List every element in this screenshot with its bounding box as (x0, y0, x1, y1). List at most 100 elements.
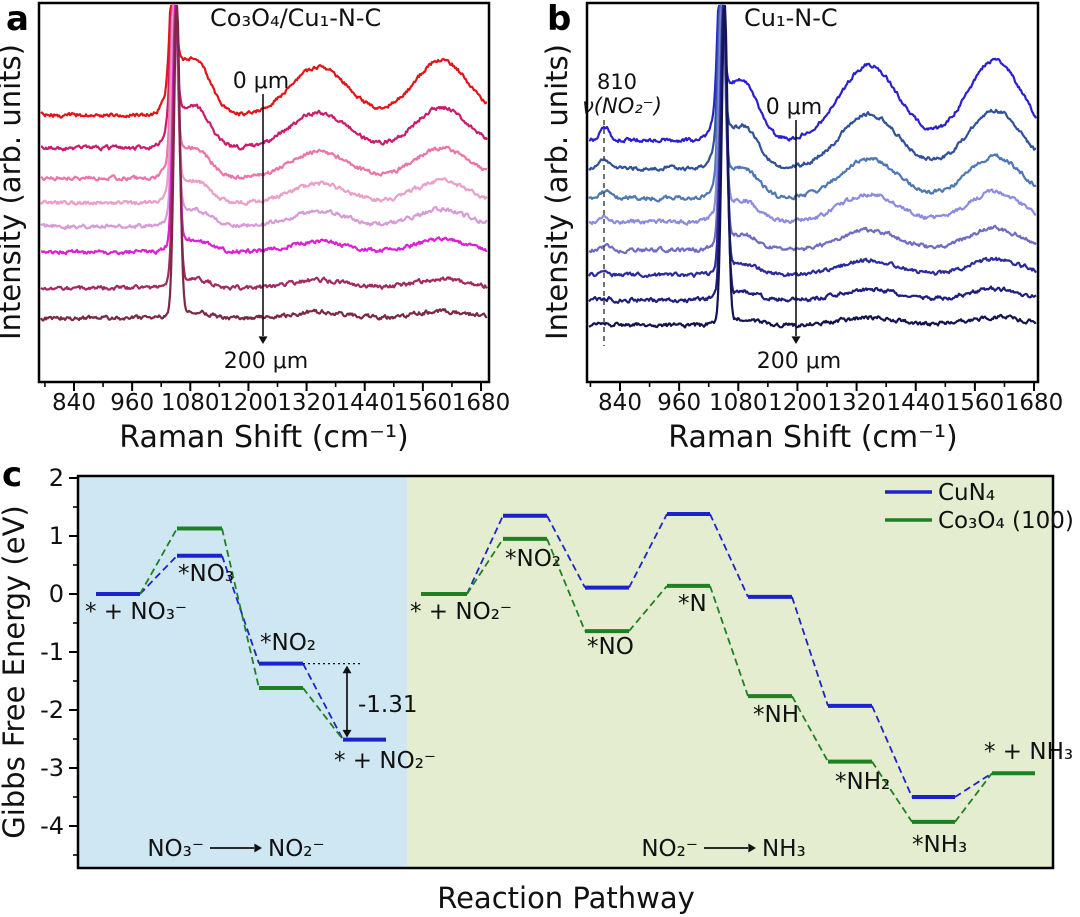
state-label: * + NO₃⁻ (85, 599, 187, 625)
connector-Co₃O₄ (100) (628, 585, 668, 632)
depth-start-label: 0 μm (233, 69, 289, 94)
x-tick-label: 1680 (1005, 390, 1064, 416)
depth-arrowhead (791, 336, 801, 344)
x-axis: 840 960 1080 1200 1320 1440 1560 1680 (44, 382, 511, 416)
x-tick-label: 840 (598, 390, 642, 416)
spectrum-curve-b-4 (588, 4, 1037, 255)
spectra-curves (40, 4, 488, 322)
x-axis-title: Raman Shift (cm⁻¹) (119, 420, 408, 455)
x-tick-label: 1320 (277, 390, 336, 416)
nitrite-peak-position: 810 (597, 70, 637, 94)
spectrum-curve-b-7 (588, 4, 1037, 329)
connector-Co₃O₄ (100) (871, 761, 913, 823)
caption-from: NO₃⁻ (147, 836, 204, 862)
spectrum-curve-a-2 (40, 4, 488, 182)
spectrum-curve-a-4 (40, 4, 488, 231)
state-label: *NH (753, 702, 799, 728)
region-reduction-no3-no2 (78, 476, 407, 868)
spectrum-curve-b-0 (588, 4, 1037, 144)
spectrum-curve-a-6 (40, 4, 488, 291)
y-axis-title: Gibbs Free Energy (eV) (0, 505, 31, 839)
panel-c-label: c (2, 455, 23, 495)
connector-CuN₄ (709, 513, 749, 598)
state-label: *NH₃ (912, 832, 967, 858)
x-tick-label: 1440 (335, 390, 394, 416)
spectrum-curve-a-5 (40, 4, 488, 256)
spectrum-curve-a-0 (40, 4, 488, 119)
x-tick-label: 1320 (827, 390, 886, 416)
panel-a: 840 960 1080 1200 1320 1440 1560 1680 Raman Shif… (0, 1, 511, 455)
plot-frame (76, 474, 1055, 870)
panel-b-label: b (547, 0, 572, 39)
connector-Co₃O₄ (100) (221, 528, 260, 689)
pathway-1: * + NO₂⁻ *NO₂ *NO *N *NH *NH₂ *NH₃ * + NH₃ (410, 512, 1073, 858)
spectrum-curve-b-1 (588, 4, 1037, 172)
legend-label-0: CuN₄ (938, 480, 995, 506)
depth-arrow: 0 μm 200 μm (757, 95, 841, 374)
connector-Co₃O₄ (100) (709, 585, 749, 697)
state-label: *NO₂ (260, 630, 316, 656)
region-caption-1: NO₂⁻ NH₃ (641, 836, 805, 862)
depth-arrowhead (258, 336, 268, 344)
y-tick-label: 2 (49, 464, 64, 492)
panel-c: * + NO₃⁻*NO₃*NO₂* + NO₂⁻* + NO₂⁻*NO₂*NO*… (0, 464, 1074, 915)
y-tick-label: -1 (40, 638, 64, 666)
energy-drop-value: -1.31 (358, 692, 418, 718)
region-caption-0: NO₃⁻ NO₂⁻ (147, 836, 324, 862)
y-tick-label: -3 (40, 754, 64, 782)
x-axis-title: Reaction Pathway (437, 881, 695, 915)
state-label: * + NH₃ (984, 739, 1073, 765)
panel-a-label: a (6, 0, 29, 39)
depth-end-label: 200 μm (757, 349, 841, 374)
panel-b: 840 960 1080 1200 1320 1440 1560 1680 Raman Shif… (540, 1, 1064, 455)
y-axis-title: Intensity (arb. units) (540, 44, 574, 340)
state-label: *NO₂ (505, 546, 561, 572)
pathway-0: * + NO₃⁻ *NO₃ *NO₂ * + NO₂⁻ (85, 526, 436, 774)
connector-CuN₄ (139, 555, 178, 595)
connector-CuN₄ (466, 515, 504, 595)
caption-to: NH₃ (762, 836, 806, 862)
x-axis-title: Raman Shift (cm⁻¹) (668, 420, 957, 455)
panel-title: Co₃O₄/Cu₁-N-C (210, 4, 381, 32)
spectrum-curve-b-3 (588, 4, 1037, 226)
connector-CuN₄ (628, 513, 668, 589)
spectrum-curve-a-3 (40, 4, 488, 206)
x-tick-label: 1560 (394, 390, 453, 416)
state-label: * + NO₂⁻ (410, 599, 512, 625)
double-arrow-top (342, 665, 352, 674)
x-tick-label: 1560 (946, 390, 1005, 416)
y-axis-title: Intensity (arb. units) (0, 44, 27, 340)
spectrum-curve-b-6 (588, 4, 1037, 304)
state-label: *NH₂ (835, 769, 890, 795)
x-tick-label: 840 (52, 390, 96, 416)
x-tick-label: 1680 (452, 390, 511, 416)
spectrum-curve-b-2 (588, 4, 1037, 203)
depth-start-label: 0 μm (766, 95, 822, 120)
spectrum-curve-b-5 (588, 4, 1037, 279)
state-label: *N (678, 591, 707, 617)
x-tick-label: 1200 (219, 390, 278, 416)
x-tick-label: 1080 (709, 390, 768, 416)
connector-Co₃O₄ (100) (791, 695, 829, 763)
panel-title: Cu₁-N-C (744, 4, 838, 32)
caption-arrowhead (254, 843, 262, 853)
spectrum-curve-a-7 (40, 4, 488, 322)
energy-drop-annotation: -1.31 (303, 662, 418, 738)
double-arrow-bottom (342, 729, 352, 738)
x-tick-label: 960 (110, 390, 154, 416)
connector-Co₃O₄ (100) (139, 528, 178, 595)
connector-CuN₄ (954, 772, 993, 798)
state-label: *NO₃ (178, 561, 234, 587)
x-tick-label: 1440 (886, 390, 945, 416)
spectra-curves (588, 4, 1037, 329)
connector-CuN₄ (546, 515, 586, 589)
y-tick-label: -4 (40, 812, 64, 840)
y-tick-label: 1 (49, 522, 64, 550)
plot-frame (37, 1, 491, 384)
connector-CuN₄ (791, 596, 829, 707)
depth-arrow: 0 μm 200 μm (224, 69, 308, 374)
